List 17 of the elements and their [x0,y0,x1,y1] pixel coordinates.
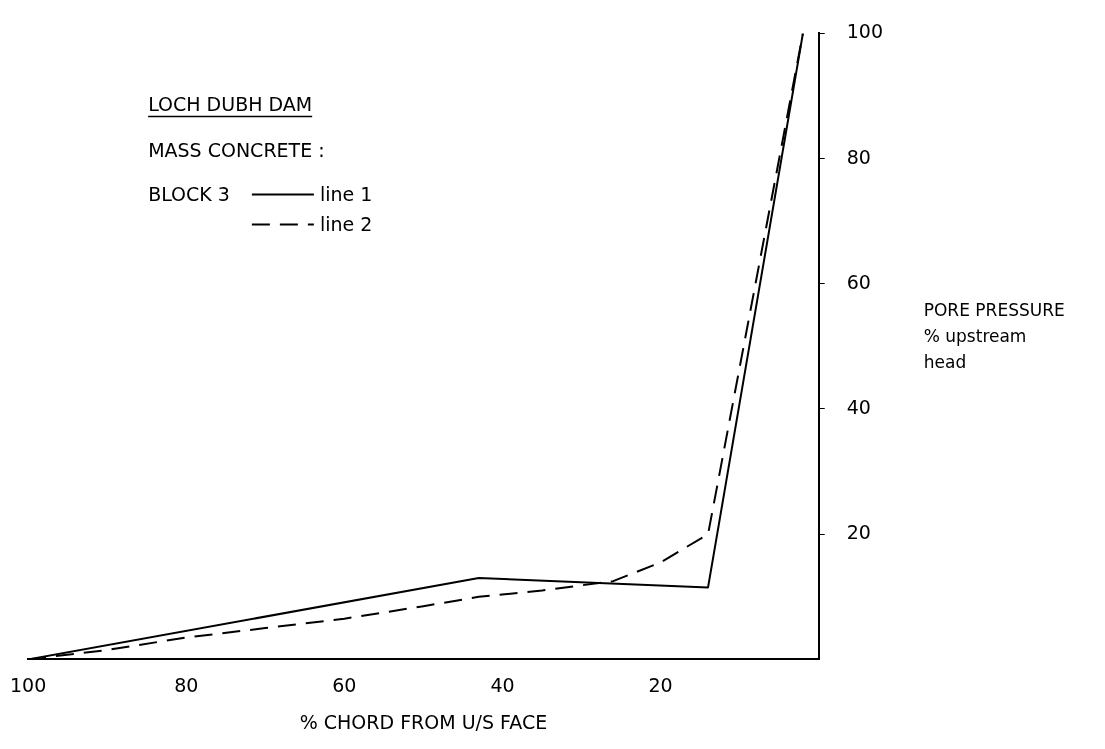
x-tick-label: 80 [174,673,199,696]
text: MASS CONCRETE : [148,139,325,162]
y-tick-label: 60 [846,270,871,293]
x-tick-label: 60 [332,673,357,696]
legend-title: BLOCK 3 [148,183,230,206]
y-tick-label: 20 [846,521,871,544]
y-axis-title: PORE PRESSURE % upstream head [923,300,1065,373]
y-tick-label: 80 [846,145,871,168]
legend-label: line 2 [319,213,373,236]
x-tick-label: 100 [10,673,47,696]
text: LOCH DUBH DAM [148,93,313,116]
x-tick-label: 40 [490,673,515,696]
legend-label: line 1 [319,183,373,206]
y-tick-label: 100 [846,20,883,43]
y-tick-label: 40 [846,395,871,418]
x-tick-label: 20 [648,673,673,696]
x-axis-title: % CHORD FROM U/S FACE [299,710,548,733]
